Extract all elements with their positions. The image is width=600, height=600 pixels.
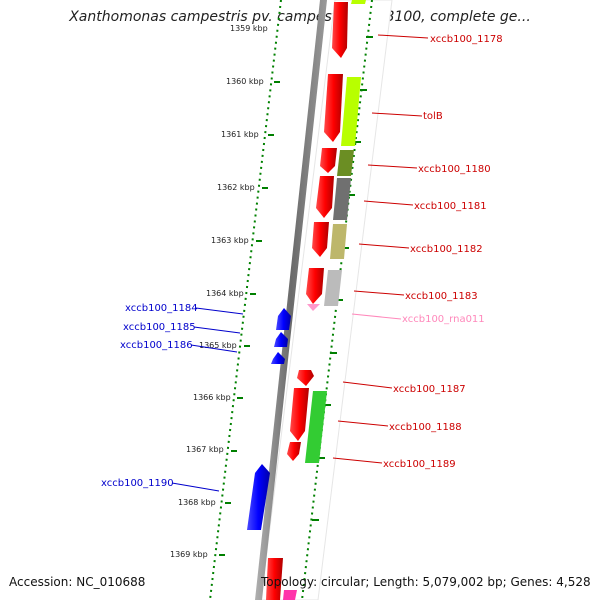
leader-line [367,164,418,169]
leader-line [358,243,410,249]
function-block [305,391,327,463]
leader-line [363,200,414,206]
gene-xccb100_1186 [271,352,285,364]
gene-xccb100_1181 [316,176,334,218]
kbp-label: 1365 kbp [199,341,237,350]
kbp-label: 1369 kbp [170,550,208,559]
gene-label: xccb100_1185 [123,322,196,333]
leader-line [171,482,220,492]
function-block [351,0,366,4]
gene-label: xccb100_1190 [101,478,174,489]
leader-line [332,457,383,464]
kbp-label: 1359 kbp [230,24,268,33]
gene-xccb100_1178 [332,2,348,58]
gene-xccb100_1182 [312,222,329,257]
function-block [324,270,342,306]
accession-text: Accession: NC_010688 [9,575,146,589]
gene-label: xccb100_1178 [430,34,503,45]
gene-xccb100_1184 [276,308,291,330]
kbp-label: 1360 kbp [226,77,264,86]
gene-label: xccb100_1181 [414,201,487,212]
gene-label: xccb100_1183 [405,291,478,302]
gene-xccb100_1191 [266,558,283,600]
gene-xccb100_1190 [247,464,270,530]
gene-label: xccb100_1187 [393,384,466,395]
function-block [341,77,361,146]
gene-label: tolB [423,111,443,122]
topology-text: Topology: circular; Length: 5,079,002 bp… [261,575,591,589]
leader-line [353,290,405,296]
gene-xccb100_1183 [306,268,324,304]
kbp-label: 1367 kbp [186,445,224,454]
gene-label: xccb100_1189 [383,459,456,470]
gene-tolb [324,74,343,142]
reverse-genes [247,308,291,530]
gene-xccb100_1188 [290,388,309,441]
left-leaders [171,307,244,492]
kbp-label: 1368 kbp [178,498,216,507]
function-block [330,224,347,259]
leader-line [195,307,244,315]
gene-label: xccb100_1184 [125,303,198,314]
map-title: Xanthomonas campestris pv. campestris st… [69,9,531,25]
gene-label: xccb100_1182 [410,244,483,255]
gene-label: xccb100_rna011 [402,314,485,325]
kbp-label: 1366 kbp [193,393,231,402]
function-block [337,150,354,176]
leader-line [342,381,393,389]
kbp-label: 1361 kbp [221,130,259,139]
kbp-label: 1363 kbp [211,236,249,245]
rna-xccb100_rna011 [307,304,320,311]
kbp-label: 1362 kbp [217,183,255,192]
gene-xccb100_1189 [287,442,301,461]
leader-line [337,420,389,427]
kbp-label: 1364 kbp [206,289,244,298]
gene-labels: xccb100_1178 tolB xccb100_1180 xccb100_1… [101,34,503,489]
leader-line [377,34,429,39]
genome-backbone [255,0,327,600]
leader-line [193,326,241,334]
leader-line [351,313,402,320]
right-leaders [332,34,429,464]
leader-line [371,112,423,117]
rna-feature-bottom [283,590,297,600]
gene-label: xccb100_1188 [389,422,462,433]
gene-xccb100_1185 [274,332,288,347]
gene-xccb100_1180 [320,148,337,173]
function-blocks [305,0,366,463]
gene-label: xccb100_1186 [120,340,193,351]
kbp-ticks: 1359 kbp 1360 kbp 1361 kbp 1362 kbp 1363… [170,24,280,559]
forward-genes [266,2,348,600]
leader-line [190,344,238,353]
gene-xccb100_1187 [297,370,314,386]
gene-label: xccb100_1180 [418,164,491,175]
function-block [333,178,351,220]
